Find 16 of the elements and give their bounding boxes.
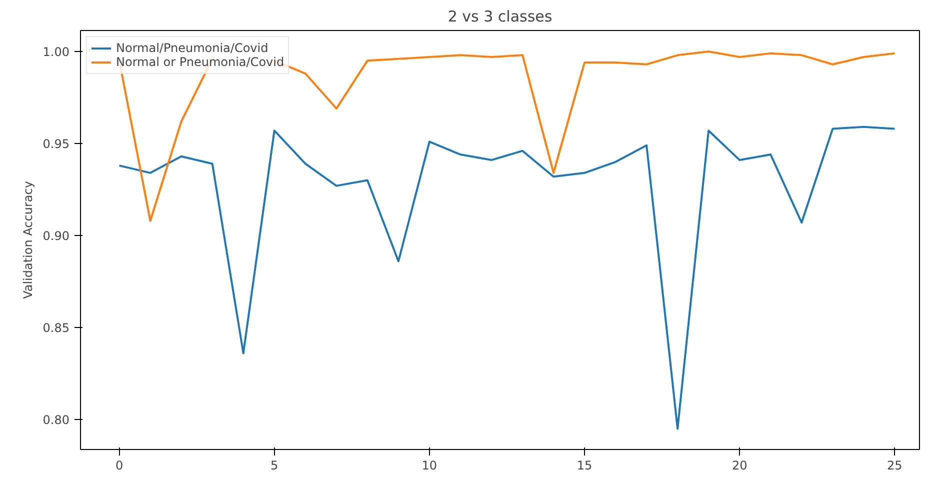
- y-tick-label: 0.95: [42, 136, 70, 151]
- y-tick-label: 0.85: [42, 321, 70, 335]
- y-tick-label: 1.00: [42, 44, 70, 59]
- x-tick-label: 15: [576, 458, 592, 472]
- y-tick-label: 0.90: [42, 228, 70, 243]
- x-tick-label: 20: [732, 458, 748, 472]
- y-axis-title: Validation Accuracy: [20, 181, 35, 299]
- legend-label: Normal or Pneumonia/Covid: [116, 55, 284, 69]
- x-tick-label: 10: [422, 458, 438, 472]
- line-series: [118, 126, 896, 430]
- y-tick-label: 0.80: [42, 413, 70, 428]
- chart-title: 2 vs 3 classes: [448, 8, 552, 26]
- x-tick-label: 0: [115, 458, 124, 472]
- legend-label: Normal/Pneumonia/Covid: [116, 41, 268, 55]
- x-tick-label: 25: [887, 458, 902, 472]
- x-tick-label: 5: [270, 458, 278, 472]
